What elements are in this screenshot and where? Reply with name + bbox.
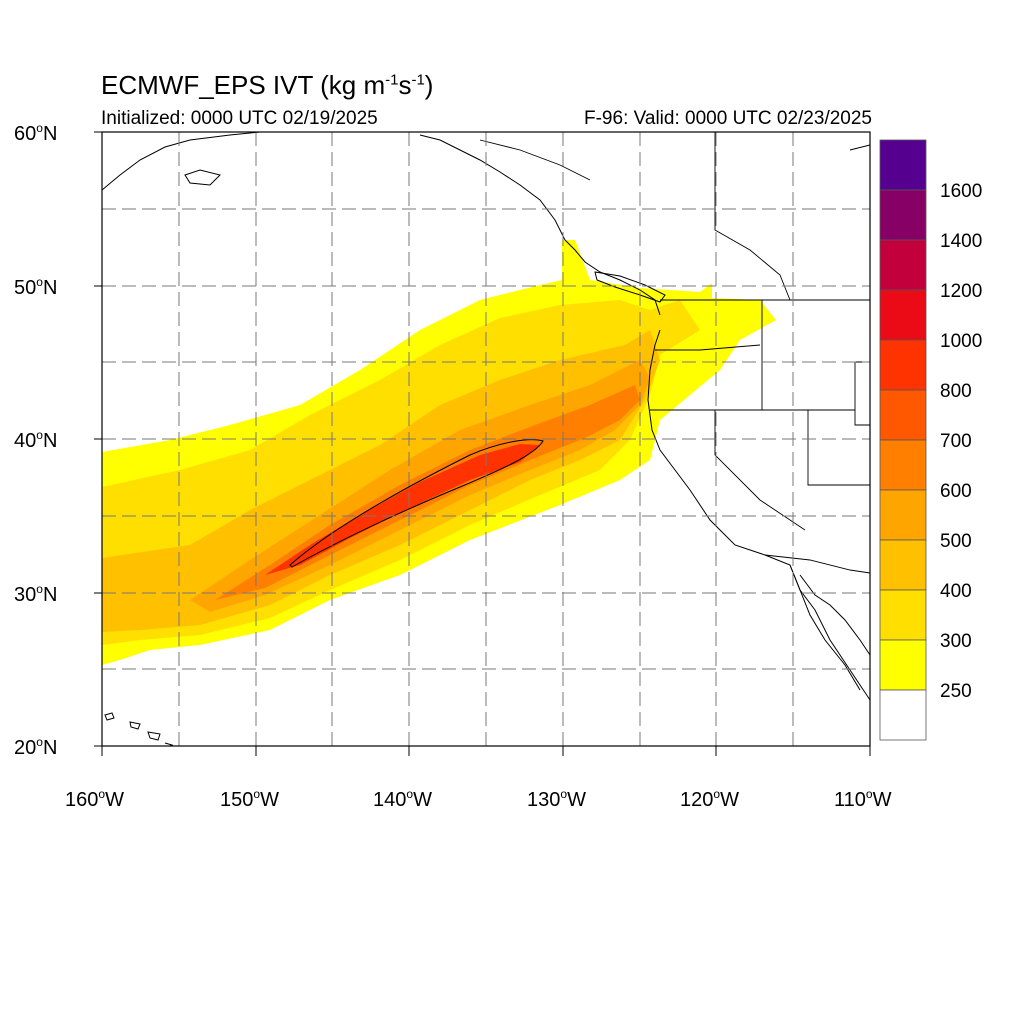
- colorbar-swatch: [879, 289, 927, 341]
- alaska-islands: [184, 169, 221, 186]
- chart-title: ECMWF_EPS IVT (kg m-1s-1): [101, 70, 434, 100]
- colorbar-swatch: [879, 139, 927, 191]
- colorbar-label: 1000: [940, 331, 982, 352]
- us-west-coast: [647, 329, 870, 701]
- lon-labels: 160oW 150oW 140oW 130oW 120oW 110oW: [65, 787, 892, 811]
- lat-label-40: 40oN: [14, 428, 57, 452]
- colorbar-swatch: [879, 639, 927, 691]
- lon-label-150: 150oW: [220, 787, 279, 811]
- colorbar-swatch: [879, 189, 927, 241]
- bc-alberta-border: [714, 132, 791, 301]
- lon-label-160: 160oW: [65, 787, 124, 811]
- colorbar-label: 500: [940, 531, 972, 552]
- gulf-california: [799, 574, 870, 656]
- colorbar-swatch: [879, 439, 927, 491]
- lat-labels: 60oN 50oN 40oN 30oN 20oN: [14, 121, 57, 759]
- coastlines: [102, 132, 870, 746]
- southeast-alaska: [419, 134, 566, 241]
- hawaii-islands: [104, 712, 174, 746]
- nevada-border: [807, 410, 870, 486]
- colorbar-label: 1200: [940, 281, 982, 302]
- alaska-bc-border: [479, 139, 591, 181]
- lat-label-60: 60oN: [14, 121, 57, 145]
- colorbar-label: 600: [940, 481, 972, 502]
- colorbar-label: 800: [940, 381, 972, 402]
- colorbar-label: 1400: [940, 231, 982, 252]
- valid-time-label: F-96: Valid: 0000 UTC 02/23/2025: [584, 108, 872, 129]
- lat-label-30: 30oN: [14, 582, 57, 606]
- lon-label-120: 120oW: [680, 787, 739, 811]
- northeast-coast: [849, 144, 870, 151]
- colorbar-swatch: [879, 689, 927, 741]
- colorbar-swatch: [879, 489, 927, 541]
- colorbar-label: 250: [940, 681, 972, 702]
- colorbar-label: 400: [940, 581, 972, 602]
- colorbar-swatch: [879, 239, 927, 291]
- colorbar-swatch: [879, 539, 927, 591]
- colorbar-swatch: [879, 339, 927, 391]
- lat-label-50: 50oN: [14, 275, 57, 299]
- baja-california: [789, 564, 861, 691]
- grid-lines: [102, 132, 870, 746]
- lon-label-110: 110oW: [834, 787, 892, 811]
- init-time-label: Initialized: 0000 UTC 02/19/2025: [101, 108, 378, 129]
- lat-label-20: 20oN: [14, 735, 57, 759]
- ivt-field: [102, 240, 776, 665]
- lon-label-140: 140oW: [373, 787, 432, 811]
- colorbar-swatch: [879, 389, 927, 441]
- mexico-border: [764, 554, 870, 574]
- utah-border: [854, 361, 870, 426]
- colorbar-label: 700: [940, 431, 972, 452]
- lon-label-130: 130oW: [527, 787, 586, 811]
- ivt-band-800: [265, 444, 540, 575]
- axis-ticks: [94, 131, 871, 756]
- british-columbia-coast: [564, 239, 661, 316]
- colorbar: 1600 1400 1200 1000 800 700 600 500 400 300 250: [879, 139, 982, 741]
- colorbar-swatch: [879, 589, 927, 641]
- alaska-coast: [102, 132, 261, 191]
- colorbar-label: 1600: [940, 181, 982, 202]
- ca-nv-diag: [714, 410, 806, 531]
- ivt-contour-line: [289, 439, 544, 568]
- wa-or-border: [655, 344, 761, 351]
- colorbar-label: 300: [940, 631, 972, 652]
- vancouver-island: [594, 271, 666, 303]
